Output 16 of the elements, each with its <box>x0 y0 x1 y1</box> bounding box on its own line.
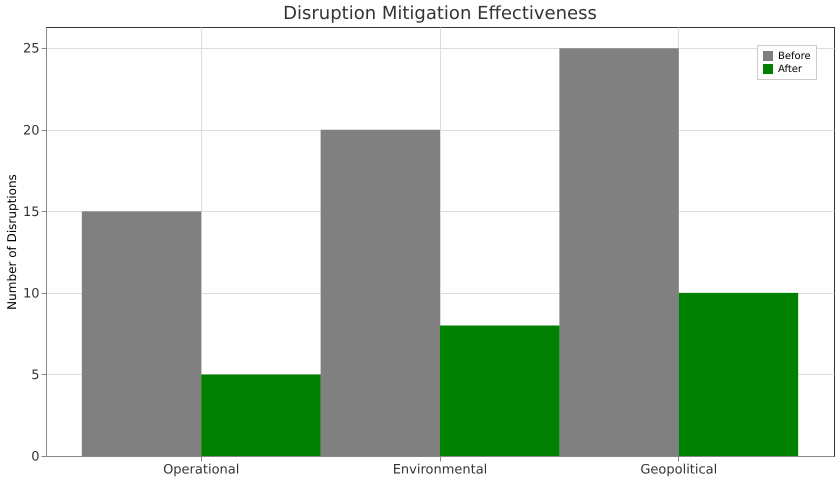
bar <box>678 292 798 456</box>
bar <box>201 374 321 456</box>
y-tick-label: 25 <box>22 42 40 57</box>
bar <box>440 326 560 456</box>
y-tick-label: 15 <box>22 204 40 220</box>
y-tick-label: 20 <box>22 123 40 138</box>
y-tick-label: 10 <box>22 286 40 302</box>
x-tick-label: Operational <box>163 462 240 478</box>
y-tick-label: 5 <box>31 368 40 383</box>
chart-title: Disruption Mitigation Effectiveness <box>283 3 597 24</box>
y-tick-label: 0 <box>31 450 40 464</box>
legend-label: Before <box>778 51 811 62</box>
legend-label: After <box>778 64 803 75</box>
x-tick-label: Geopolitical <box>640 462 718 478</box>
x-tick-label: Environmental <box>392 462 488 478</box>
y-axis-title: Number of Disruptions <box>4 174 19 310</box>
